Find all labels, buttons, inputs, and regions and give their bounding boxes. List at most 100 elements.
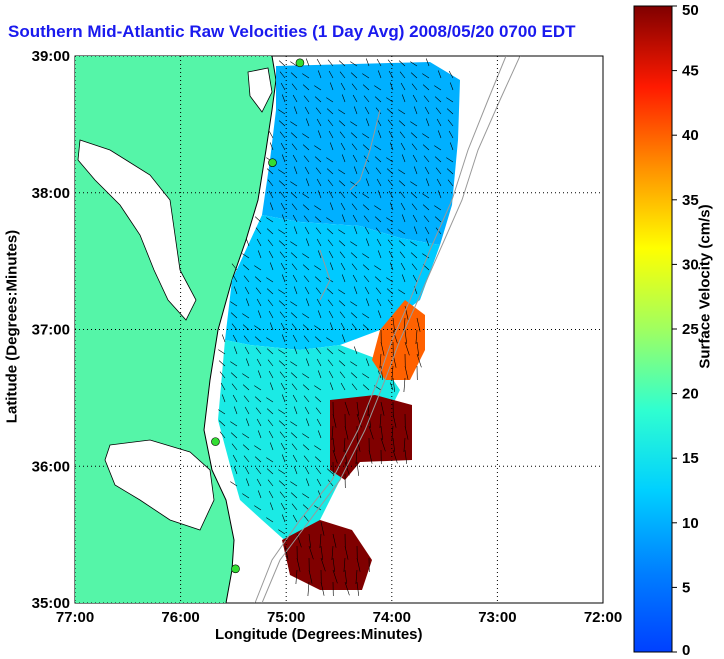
velocity-arrow bbox=[329, 322, 334, 331]
velocity-arrow bbox=[290, 132, 298, 139]
colorbar-ticks: 0 5 10 15 20 25 30 35 40 45 50 bbox=[672, 2, 699, 659]
velocity-arrow bbox=[410, 252, 418, 259]
colorbar bbox=[633, 5, 673, 653]
colorbar-tick-label: 20 bbox=[682, 386, 699, 403]
velocity-arrow bbox=[302, 193, 310, 199]
velocity-arrow bbox=[403, 437, 406, 453]
velocity-arrow bbox=[257, 250, 262, 259]
velocity-arrow bbox=[332, 449, 338, 464]
velocity-arrow bbox=[437, 190, 442, 199]
velocity-arrow bbox=[255, 347, 262, 355]
velocity-arrow bbox=[315, 107, 322, 115]
velocity-arrow bbox=[230, 372, 238, 379]
velocity-arrow bbox=[365, 118, 370, 127]
velocity-arrow bbox=[352, 214, 358, 223]
velocity-arrow bbox=[350, 252, 358, 259]
y-tick-label: 38:00 bbox=[32, 185, 70, 202]
velocity-arrow bbox=[233, 286, 238, 295]
velocity-arrow bbox=[218, 420, 226, 427]
velocity-arrow bbox=[328, 370, 334, 379]
velocity-vectors bbox=[218, 58, 454, 597]
velocity-arrow bbox=[231, 263, 238, 271]
velocity-arrow bbox=[267, 179, 274, 187]
velocity-arrow bbox=[219, 371, 226, 379]
velocity-arrow bbox=[314, 276, 322, 283]
velocity-arrow bbox=[338, 180, 346, 187]
velocity-arrow bbox=[279, 491, 286, 499]
velocity-arrow bbox=[315, 287, 322, 295]
velocity-arrow bbox=[386, 97, 394, 103]
velocity-arrow bbox=[305, 358, 310, 367]
velocity-arrow bbox=[291, 143, 298, 151]
velocity-arrow bbox=[290, 121, 298, 127]
velocity-arrow bbox=[268, 430, 274, 439]
velocity-arrow bbox=[221, 334, 226, 343]
velocity-arrow bbox=[386, 168, 394, 175]
velocity-arrow bbox=[398, 180, 406, 187]
velocity-arrow bbox=[232, 454, 238, 463]
velocity-arrow bbox=[278, 109, 286, 115]
velocity-arrow bbox=[434, 216, 442, 223]
velocity-arrow bbox=[436, 118, 442, 127]
velocity-arrow bbox=[290, 432, 298, 439]
velocity-arrow bbox=[293, 286, 298, 295]
velocity-arrow bbox=[327, 479, 334, 487]
velocity-arrow bbox=[332, 557, 335, 572]
velocity-arrow bbox=[380, 425, 383, 440]
velocity-arrow bbox=[233, 466, 238, 475]
velocity-arrow bbox=[302, 204, 310, 211]
velocity-arrow bbox=[351, 263, 358, 271]
velocity-arrow bbox=[398, 229, 406, 235]
velocity-arrow bbox=[290, 421, 298, 427]
velocity-arrow bbox=[218, 409, 226, 415]
velocity-arrow bbox=[399, 131, 406, 139]
x-tick-label: 72:00 bbox=[584, 609, 622, 626]
velocity-arrow bbox=[344, 401, 350, 416]
velocity-arrow bbox=[399, 191, 406, 199]
velocity-arrow bbox=[302, 84, 310, 91]
velocity-arrow bbox=[314, 445, 322, 451]
velocity-arrow bbox=[392, 329, 398, 344]
velocity-arrow bbox=[411, 143, 418, 151]
velocity-arrow bbox=[304, 106, 310, 115]
velocity-arrow bbox=[256, 298, 262, 307]
velocity-arrow bbox=[304, 226, 310, 235]
velocity-arrow bbox=[448, 130, 454, 139]
velocity-arrow bbox=[434, 145, 442, 151]
colorbar-tick-label: 30 bbox=[682, 256, 699, 273]
velocity-arrow bbox=[326, 217, 334, 223]
velocity-arrow bbox=[377, 190, 382, 199]
velocity-arrow bbox=[362, 204, 370, 211]
x-tick-label: 77:00 bbox=[56, 609, 94, 626]
velocity-arrow bbox=[302, 384, 310, 391]
velocity-arrow bbox=[362, 193, 370, 199]
velocity-arrow bbox=[400, 82, 406, 91]
velocity-arrow bbox=[302, 493, 310, 499]
velocity-arrow bbox=[293, 346, 298, 355]
velocity-arrow bbox=[245, 238, 250, 247]
velocity-arrow bbox=[304, 286, 310, 295]
velocity-arrow bbox=[376, 298, 382, 307]
velocity-arrow bbox=[343, 557, 346, 573]
velocity-field bbox=[218, 58, 460, 597]
velocity-arrow bbox=[374, 156, 382, 163]
velocity-arrow bbox=[281, 94, 286, 103]
velocity-arrow bbox=[363, 215, 370, 223]
velocity-arrow bbox=[279, 431, 286, 439]
velocity-arrow bbox=[356, 401, 359, 416]
velocity-arrow bbox=[403, 377, 406, 393]
colorbar-tick-label: 5 bbox=[682, 579, 690, 596]
velocity-arrow bbox=[243, 335, 250, 343]
velocity-arrow bbox=[305, 478, 310, 487]
velocity-arrow bbox=[356, 581, 359, 596]
velocity-arrow bbox=[266, 348, 274, 355]
velocity-arrow bbox=[290, 481, 298, 487]
velocity-arrow bbox=[293, 106, 298, 115]
velocity-arrow bbox=[448, 70, 454, 79]
velocity-arrow bbox=[291, 383, 298, 391]
velocity-arrow bbox=[362, 84, 370, 91]
velocity-arrow bbox=[338, 229, 346, 235]
velocity-arrow bbox=[447, 179, 454, 187]
velocity-arrow bbox=[291, 323, 298, 331]
velocity-arrow bbox=[326, 97, 334, 103]
